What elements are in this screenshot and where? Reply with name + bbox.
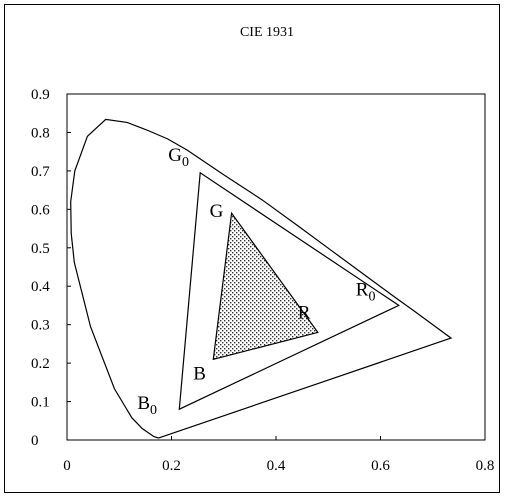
reference-gamut-triangle [178, 171, 401, 411]
spectral-locus [70, 118, 453, 439]
y-tick-label: 0.7 [31, 164, 50, 180]
y-tick-label: 0.4 [31, 279, 50, 295]
x-tick-label: 0.6 [371, 458, 390, 474]
y-tick-label: 0.5 [31, 241, 50, 257]
y-tick-label: 0.8 [31, 125, 50, 141]
x-tick-label: 0 [63, 458, 71, 474]
vertex-label-subscript: 0 [150, 403, 157, 418]
vertex-label-subscript: 0 [368, 289, 375, 304]
x-tick-label: 0.4 [267, 458, 286, 474]
vertex-label-main: R [298, 302, 311, 323]
vertex-label-r-0: R0 [356, 279, 376, 304]
vertex-label-main: B [137, 393, 150, 414]
vertex-label-g-0: G0 [168, 145, 189, 170]
plot-area [66, 93, 486, 441]
x-tick-label: 0.2 [162, 458, 181, 474]
y-tick-label: 0.9 [31, 87, 50, 103]
vertex-label-main: G [168, 145, 182, 166]
y-tick-label: 0.3 [31, 318, 50, 334]
vertex-label-main: B [193, 363, 206, 384]
device-gamut-triangle [212, 211, 319, 361]
vertex-label-b-0: B0 [137, 393, 157, 418]
vertex-label-main: R [356, 279, 369, 300]
vertex-label-r: R [298, 302, 311, 323]
y-tick-label: 0.1 [31, 395, 50, 411]
y-tick-label: 0.6 [31, 202, 50, 218]
x-tick-label: 0.8 [476, 458, 495, 474]
vertex-label-subscript: 0 [182, 155, 189, 170]
y-tick-label: 0 [31, 433, 39, 449]
vertex-label-g: G [210, 201, 224, 222]
y-tick-label: 0.2 [31, 356, 50, 372]
vertex-label-main: G [210, 201, 224, 222]
chart-title: CIE 1931 [240, 25, 294, 40]
vertex-label-b: B [193, 363, 206, 384]
